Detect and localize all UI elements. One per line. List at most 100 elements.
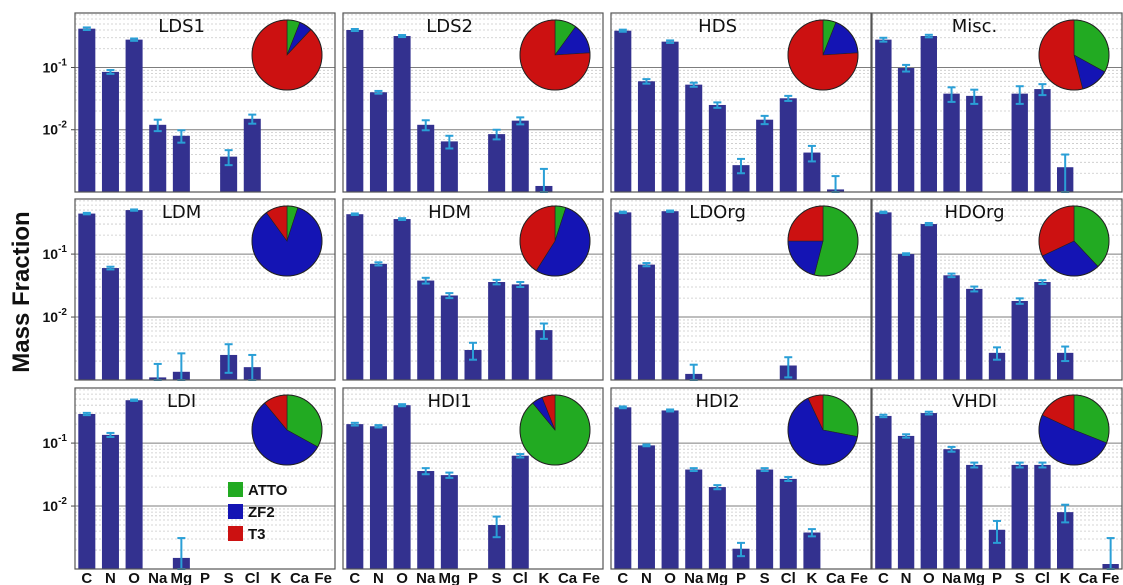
bar-s — [488, 282, 506, 380]
x-tick-label: Na — [942, 570, 962, 585]
bar-n — [369, 426, 387, 569]
legend-swatch — [228, 482, 243, 497]
panel-ldi: 10-1 10-2 LDI C N O Na Mg P S Cl K Ca Fe — [43, 387, 336, 585]
bar-p — [732, 165, 750, 192]
bar-cl — [779, 478, 797, 569]
panel-frame — [342, 198, 604, 381]
bar-s — [488, 134, 506, 192]
panel-ldm: 10-1 10-2 LDM — [43, 198, 336, 381]
bar-o — [393, 219, 411, 380]
panel-frame — [610, 198, 872, 381]
panel-title: HDS — [698, 16, 737, 37]
x-tick-label: Mg — [707, 570, 729, 585]
x-tick-label: Na — [148, 570, 168, 585]
x-tick-label: P — [468, 570, 478, 585]
pie-slice-atto — [822, 394, 859, 437]
x-tick-label: Fe — [1102, 570, 1120, 585]
bar-c — [78, 213, 96, 380]
x-tick-label: C — [617, 570, 628, 585]
bar-s — [1011, 464, 1028, 569]
x-tick-label: Na — [416, 570, 436, 585]
panel-hdm: HDM — [342, 198, 604, 381]
x-tick-label: Cl — [245, 570, 260, 585]
bar-o — [125, 210, 143, 380]
x-tick-label: S — [224, 570, 234, 585]
bar-n — [637, 264, 655, 380]
legend-label: ATTO — [248, 482, 288, 499]
x-tick-label: P — [200, 570, 210, 585]
x-tick-label: Fe — [314, 570, 332, 585]
x-tick-label: S — [760, 570, 770, 585]
pie-outline — [251, 205, 323, 277]
x-tick-label: Fe — [850, 570, 868, 585]
x-tick-label: P — [736, 570, 746, 585]
bar-o — [920, 413, 937, 569]
panel-frame — [74, 387, 336, 570]
bar-o — [393, 405, 411, 569]
bar-p — [988, 352, 1006, 380]
bar-n — [101, 268, 119, 380]
bar-o — [125, 39, 143, 193]
bar-c — [78, 28, 96, 192]
panel-hdi1: HDI1 C N O Na Mg P S Cl K Ca Fe — [342, 387, 604, 585]
x-tick-label: S — [492, 570, 502, 585]
bar-p — [464, 349, 482, 380]
bar-o — [661, 410, 679, 569]
bar-c — [614, 212, 632, 380]
panel-hdi2: HDI2 C N O Na Mg P S Cl K Ca Fe — [610, 387, 872, 585]
panel-lds1: 10-1 10-2 LDS1 — [43, 12, 336, 193]
bar-cl — [511, 455, 529, 569]
panel-misc: Misc. — [871, 12, 1123, 193]
pie-outline — [1038, 394, 1110, 466]
panel-hds: HDS — [610, 12, 872, 193]
x-tick-label: O — [396, 570, 408, 585]
panel-lds2: LDS2 — [342, 12, 604, 193]
panel-frame — [871, 387, 1123, 570]
bar-n — [101, 71, 119, 192]
bar-c — [346, 29, 364, 193]
pie-outline — [251, 394, 323, 466]
panel-frame — [74, 12, 336, 193]
x-tick-label: Ca — [826, 570, 846, 585]
bar-k — [535, 330, 553, 380]
panel-frame — [871, 198, 1123, 381]
bar-c — [614, 407, 632, 569]
legend: ATTO ZF2 T3 — [228, 482, 288, 543]
panel-title: LDS2 — [426, 16, 473, 37]
bar-n — [101, 434, 119, 569]
bar-c — [875, 212, 892, 380]
pie-outline — [519, 19, 591, 91]
panel-frame — [342, 387, 604, 570]
x-tick-label: K — [270, 570, 281, 585]
x-tick-label: Cl — [513, 570, 528, 585]
bar-s — [488, 524, 506, 569]
x-tick-label: P — [992, 570, 1002, 585]
x-tick-label: N — [641, 570, 652, 585]
legend-label: T3 — [248, 526, 266, 543]
x-tick-label: Mg — [439, 570, 461, 585]
y-tick-label: 10-1 — [43, 433, 68, 451]
legend-swatch — [228, 526, 243, 541]
bar-c — [346, 424, 364, 569]
pie-outline — [519, 205, 591, 277]
panel-hdorg: HDOrg — [871, 198, 1123, 381]
bar-n — [369, 92, 387, 192]
x-tick-label: N — [373, 570, 384, 585]
bar-o — [661, 41, 679, 192]
y-tick-label: 10-2 — [43, 307, 68, 325]
panel-title: LDM — [162, 202, 201, 223]
bar-c — [614, 30, 632, 192]
bar-na — [149, 124, 167, 192]
x-tick-label: S — [1015, 570, 1025, 585]
panel-title: LDI — [167, 391, 196, 412]
bar-cl — [243, 118, 261, 192]
bar-n — [637, 81, 655, 192]
x-tick-label: Cl — [1035, 570, 1050, 585]
bar-s — [1011, 93, 1028, 192]
bar-c — [346, 214, 364, 380]
pie-outline — [1038, 205, 1110, 277]
x-tick-label: Mg — [963, 570, 985, 585]
bar-s — [220, 156, 238, 192]
bar-c — [78, 413, 96, 569]
x-tick-label: K — [806, 570, 817, 585]
